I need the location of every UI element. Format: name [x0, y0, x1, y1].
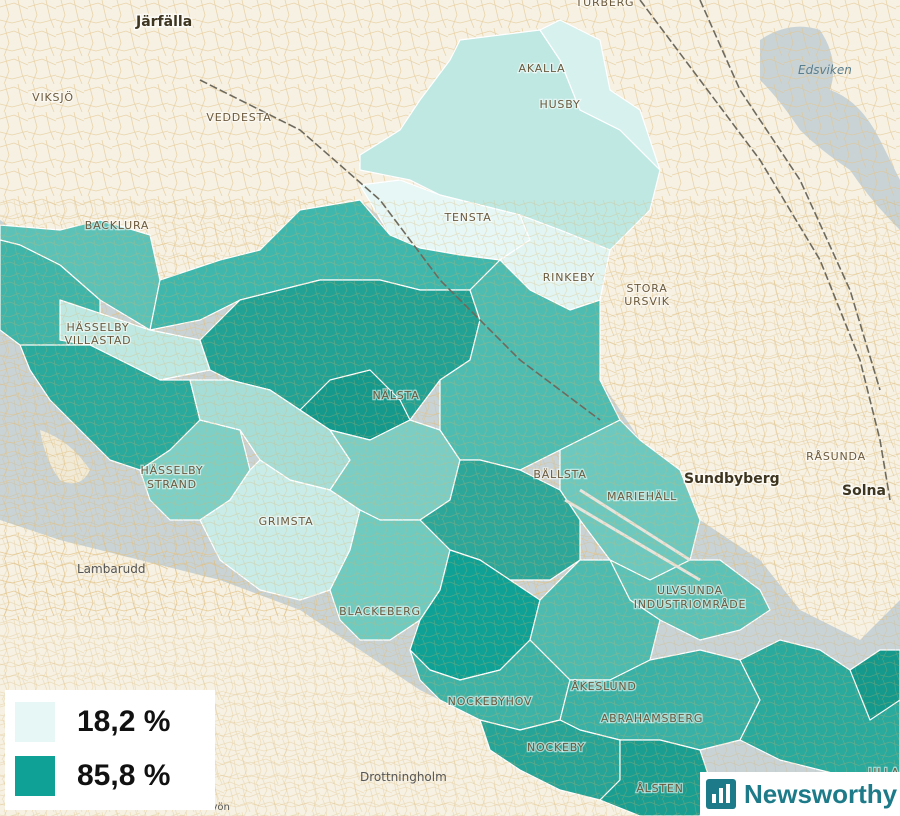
- legend: 18,2 % 85,8 %: [5, 690, 215, 810]
- label-akalla: AKALLA: [519, 62, 566, 75]
- legend-swatch-high: [15, 756, 55, 796]
- label-abrahamsberg: ABRAHAMSBERG: [601, 712, 703, 725]
- legend-swatch-low: [15, 702, 55, 742]
- label-backlura: BACKLURA: [85, 219, 150, 232]
- label-nockebyhov: NOCKEBYHOV: [448, 695, 533, 708]
- label-hasselby1: HÄSSELBY: [67, 321, 130, 334]
- label-solna: Solna: [842, 483, 886, 499]
- label-ulvsunda: ULVSUNDA: [657, 584, 723, 597]
- bar-chart-icon: [706, 779, 736, 809]
- label-nockeby: NOCKEBY: [527, 741, 585, 754]
- label-lambarudd: Lambarudd: [77, 562, 145, 576]
- legend-row-high: 85,8 %: [15, 756, 170, 796]
- label-sundbyberg: Sundbyberg: [684, 471, 780, 487]
- label-mariehall: MARIEHÄLL: [607, 490, 677, 503]
- label-nalsta: NÄLSTA: [372, 389, 419, 402]
- label-rasunda: RÅSUNDA: [806, 450, 866, 463]
- label-husby: HUSBY: [540, 98, 581, 111]
- label-ursvik: URSVIK: [624, 295, 669, 308]
- legend-label-low: 18,2 %: [77, 705, 171, 738]
- legend-label-high: 85,8 %: [77, 759, 171, 792]
- label-grimsta: GRIMSTA: [259, 515, 314, 528]
- label-veddesta: VEDDESTA: [206, 111, 271, 124]
- label-ballsta: BÄLLSTA: [533, 468, 586, 481]
- label-strand: STRAND: [147, 478, 197, 491]
- label-blackeberg: BLACKEBERG: [339, 605, 421, 618]
- label-alsten: ÅLSTEN: [636, 782, 683, 795]
- newsworthy-logo[interactable]: Newsworthy: [700, 772, 900, 816]
- label-villastad: VILLASTAD: [65, 334, 132, 347]
- label-edsviken: Edsviken: [798, 63, 852, 77]
- district-husby-east[interactable]: [539, 19, 661, 171]
- label-drottningholm: Drottningholm: [360, 770, 447, 784]
- label-turberg: TURBERG: [575, 0, 635, 9]
- label-jarfalla: Järfälla: [135, 14, 192, 30]
- label-akeslund: ÅKESLUND: [571, 680, 636, 693]
- label-industri: INDUSTRIOMRÅDE: [634, 598, 747, 611]
- label-stora: STORA: [626, 282, 667, 295]
- label-rinkeby: RINKEBY: [543, 271, 596, 284]
- brand-name: Newsworthy: [744, 778, 898, 809]
- legend-row-low: 18,2 %: [15, 702, 170, 742]
- railways: [199, 0, 891, 501]
- district-labels: TURBERG AKALLA HUSBY VIKSJÖ VEDDESTA BAC…: [31, 0, 900, 796]
- label-tensta: TENSTA: [443, 211, 491, 224]
- label-hasselby2: HÄSSELBY: [141, 464, 204, 477]
- label-viksjo: VIKSJÖ: [32, 91, 74, 104]
